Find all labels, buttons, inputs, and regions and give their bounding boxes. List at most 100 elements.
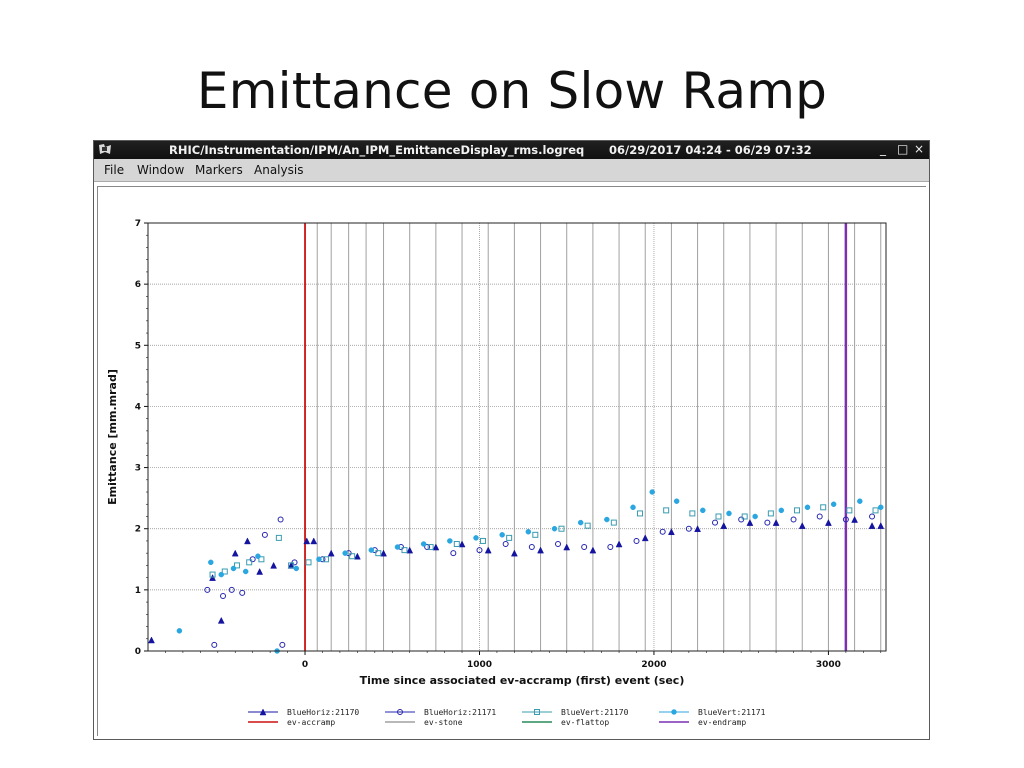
- bluehoriz-21171-point: [581, 544, 588, 551]
- bluehoriz-21171-point: [261, 531, 268, 538]
- bluevert-21171-point: [473, 535, 479, 541]
- legend-item: ev-endramp: [659, 718, 746, 727]
- bluehoriz-21171-point: [528, 544, 535, 551]
- bluevert-21171-point: [752, 513, 758, 520]
- emittance-chart[interactable]: 0 1 2 3 4 5 6 7 0 1000 2000 3000 Emittance [mm.mrad…: [98, 187, 927, 737]
- bluehoriz-21171-point: [249, 556, 256, 563]
- bluehoriz-21171-point: [239, 589, 246, 596]
- app-window: RHIC/Instrumentation/IPM/An_IPM_Emittanc…: [93, 140, 930, 740]
- bluehoriz-21171-point: [869, 513, 876, 520]
- bluehoriz-21170-point: [353, 552, 361, 560]
- bluevert-21171-point: [420, 541, 427, 547]
- bluevert-21170-point: [846, 507, 853, 514]
- bluevert-21171-point: [499, 532, 505, 538]
- legend-label: ev-endramp: [698, 718, 746, 727]
- bluevert-21170-point: [506, 534, 513, 541]
- grid-layer: [148, 222, 886, 652]
- bluehoriz-21171-point: [291, 559, 298, 566]
- bluehoriz-21170-point: [458, 540, 466, 548]
- bluehoriz-21171-point: [738, 516, 745, 523]
- bluehoriz-21171-point: [476, 547, 483, 554]
- bluehoriz-21170-point: [209, 574, 216, 581]
- bluevert-21171-point: [630, 504, 636, 511]
- bluevert-21170-point: [221, 568, 228, 575]
- minimize-button[interactable]: _: [880, 142, 886, 156]
- x-axis-label: Time since associated ev-accramp (first)…: [360, 674, 685, 687]
- bluehoriz-21170-point: [231, 549, 239, 557]
- bluevert-21171-point: [176, 628, 183, 634]
- slide-title: Emittance on Slow Ramp: [196, 62, 828, 120]
- y-tick-label: 6: [135, 280, 141, 290]
- bluehoriz-21170-point: [563, 543, 571, 551]
- legend-swatch-marker: [397, 709, 403, 715]
- bluehoriz-21171-point: [712, 519, 719, 526]
- y-tick-label: 1: [135, 586, 141, 596]
- bluevert-21170-point: [349, 553, 356, 560]
- legend-label: ev-flattop: [561, 718, 609, 727]
- bluehoriz-21170-point: [868, 522, 876, 529]
- bluevert-21171-point: [242, 568, 249, 575]
- axes: 0 1 2 3 4 5 6 7 0 1000 2000 3000: [135, 219, 887, 670]
- bluevert-21171-point: [577, 519, 584, 526]
- bluehoriz-21171-point: [211, 641, 218, 648]
- bluevert-21171-point: [804, 504, 811, 511]
- bluevert-21170-point: [558, 525, 565, 532]
- menu-analysis[interactable]: Analysis: [254, 163, 304, 177]
- window-time-range: 06/29/2017 04:24 - 06/29 07:32: [609, 143, 812, 157]
- bluehoriz-21171-point: [685, 525, 692, 532]
- bluehoriz-21171-point: [790, 516, 797, 523]
- maximize-button[interactable]: □: [897, 142, 909, 156]
- bluevert-21171-point: [551, 525, 558, 532]
- plot-border: [147, 222, 887, 652]
- bluevert-21170-point: [288, 562, 295, 569]
- bluevert-21171-point: [878, 504, 884, 511]
- bluehoriz-21170-point: [694, 525, 701, 532]
- y-tick-label: 4: [135, 402, 141, 412]
- bluehoriz-21170-point: [851, 515, 859, 523]
- bluehoriz-21170-point: [432, 543, 440, 551]
- menu-window[interactable]: Window: [137, 163, 185, 177]
- menu-file[interactable]: File: [104, 163, 125, 177]
- bluehoriz-21171-point: [633, 537, 640, 544]
- bluevert-21170-point: [820, 504, 827, 511]
- bluehoriz-21170-point: [667, 528, 675, 536]
- bluevert-21171-point: [673, 498, 680, 504]
- legend-label: BlueHoriz:21170: [287, 708, 359, 717]
- close-button[interactable]: ×: [914, 142, 925, 156]
- legend-label: ev-accramp: [287, 718, 335, 727]
- bluevert-21171-point: [230, 565, 237, 572]
- bluevert-21170-point: [663, 507, 670, 514]
- bluevert-21171-point: [447, 538, 453, 544]
- bluevert-21170-point: [322, 556, 329, 563]
- bluehoriz-21170-point: [256, 567, 264, 575]
- menu-markers[interactable]: Markers: [195, 163, 243, 177]
- legend-label: BlueVert:21171: [698, 708, 766, 717]
- bluehoriz-21170-point: [244, 537, 251, 545]
- bluevert-21171-point: [700, 507, 706, 514]
- bluehoriz-21171-point: [842, 516, 849, 523]
- bluevert-21170-point: [637, 510, 643, 517]
- app-icon: [99, 144, 111, 154]
- legend-swatch-marker: [534, 709, 540, 715]
- bluehoriz-21171-point: [555, 541, 561, 547]
- legend-item: ev-accramp: [248, 718, 335, 727]
- y-tick-label: 7: [135, 219, 141, 229]
- legend-item: BlueHoriz:21170: [248, 708, 359, 717]
- menu-bar: File Window Markers Analysis: [94, 159, 929, 182]
- y-tick-label: 5: [135, 341, 141, 351]
- plot-area[interactable]: 0 1 2 3 4 5 6 7 0 1000 2000 3000 Emittance [mm.mrad…: [97, 186, 926, 736]
- bluevert-21170-point: [689, 510, 696, 517]
- bluevert-21170-point: [375, 550, 382, 557]
- bluehoriz-21170-point: [589, 546, 597, 554]
- bluehoriz-21171-point: [204, 586, 211, 593]
- bluehoriz-21171-point: [450, 550, 457, 557]
- bluehoriz-21171-point: [816, 513, 823, 520]
- y-tick-label: 0: [135, 647, 141, 657]
- bluevert-21171-point: [316, 556, 322, 563]
- bluevert-21170-point: [584, 522, 591, 529]
- legend-swatch-marker: [259, 708, 267, 716]
- bluevert-21170-point: [427, 544, 434, 551]
- window-titlebar[interactable]: RHIC/Instrumentation/IPM/An_IPM_Emittanc…: [94, 141, 929, 159]
- bluehoriz-21171-point: [279, 641, 286, 648]
- x-tick-label: 0: [302, 660, 308, 670]
